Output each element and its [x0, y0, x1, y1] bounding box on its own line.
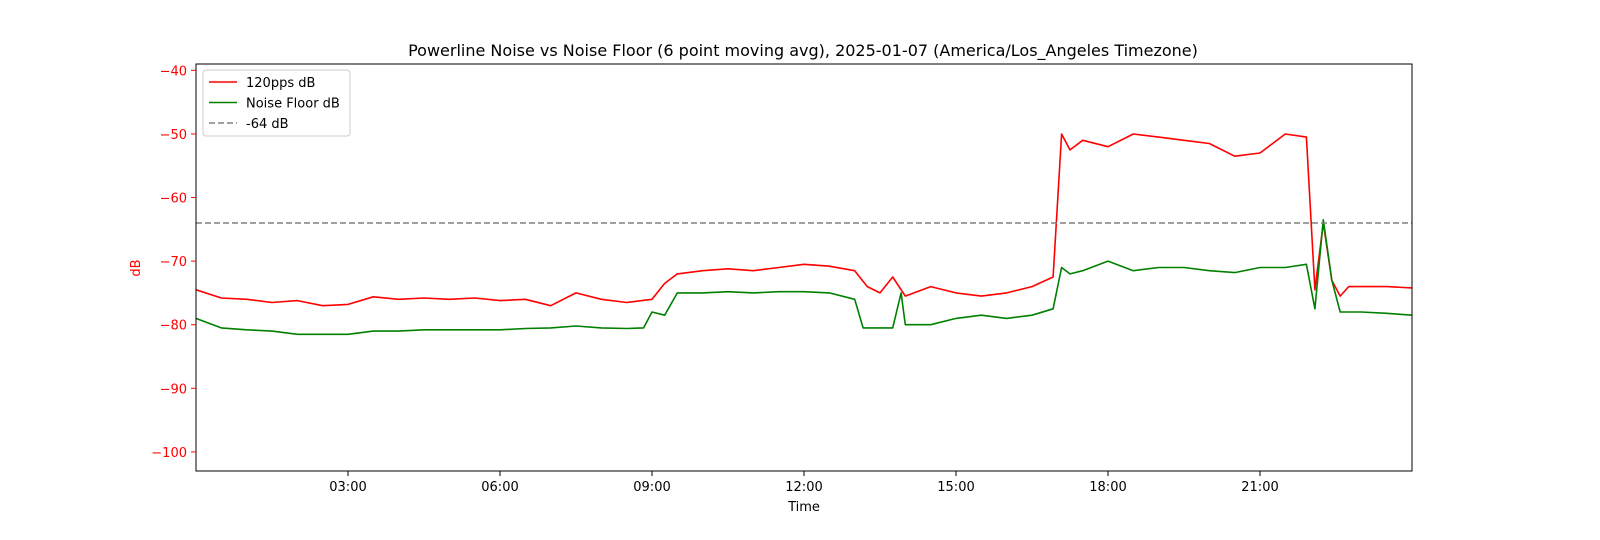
legend-label-2: Noise Floor dB — [246, 97, 340, 112]
y-tick-label: −70 — [160, 255, 187, 270]
legend-label-3: -64 dB — [246, 117, 289, 132]
x-tick-label: 15:00 — [937, 480, 974, 495]
y-tick-label: −50 — [160, 128, 187, 143]
series-layer — [196, 133, 1412, 336]
x-tick-label: 09:00 — [633, 480, 670, 495]
y-axis: −40 −50 −60 −70 −80 −90 −100 — [151, 64, 196, 461]
legend-label-1: 120pps dB — [246, 76, 315, 91]
x-tick-label: 06:00 — [481, 480, 518, 495]
series-line-1 — [196, 133, 1412, 307]
y-axis-label: dB — [129, 259, 144, 276]
y-tick-label: −40 — [160, 64, 187, 79]
y-tick-label: −60 — [160, 192, 187, 207]
x-axis-label: Time — [787, 500, 820, 515]
chart-title: Powerline Noise vs Noise Floor (6 point … — [408, 41, 1198, 61]
legend-box — [202, 69, 351, 137]
legend: 120pps dB Noise Floor dB -64 dB — [202, 69, 351, 137]
series-line-2 — [196, 219, 1412, 336]
y-tick-label: −100 — [151, 446, 187, 461]
x-axis: 03:00 06:00 09:00 12:00 15:00 18:00 21:00 — [329, 471, 1279, 495]
y-tick-label: −80 — [160, 319, 187, 334]
y-tick-label: −90 — [160, 382, 187, 397]
x-tick-label: 21:00 — [1241, 480, 1278, 495]
x-tick-label: 03:00 — [329, 480, 366, 495]
x-tick-label: 12:00 — [785, 480, 822, 495]
x-tick-label: 18:00 — [1089, 480, 1126, 495]
